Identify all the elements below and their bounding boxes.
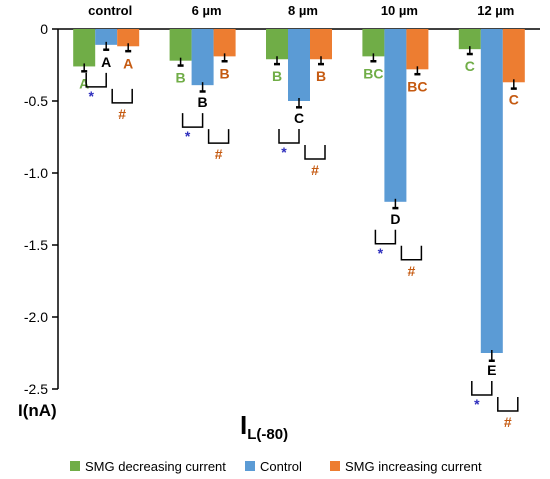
comparison-bracket bbox=[304, 145, 326, 160]
y-tick-label: -1.5 bbox=[24, 237, 48, 253]
y-tick-label: 0 bbox=[40, 21, 48, 37]
legend-swatch bbox=[330, 461, 340, 471]
bar bbox=[288, 29, 310, 101]
significance-letter: E bbox=[487, 362, 496, 378]
current-annotation-main: I bbox=[240, 410, 247, 440]
significance-letter: A bbox=[101, 54, 111, 70]
current-annotation-sub: L(-80) bbox=[247, 426, 288, 443]
bar bbox=[266, 29, 288, 60]
significance-letter: C bbox=[509, 91, 519, 107]
significance-hash: # bbox=[311, 162, 319, 178]
significance-hash: # bbox=[215, 146, 223, 162]
bar bbox=[480, 29, 503, 353]
comparison-bracket bbox=[400, 245, 423, 261]
legend-swatch bbox=[245, 461, 255, 471]
comparison-bracket bbox=[85, 72, 107, 88]
significance-letter: C bbox=[294, 110, 304, 126]
bar bbox=[384, 29, 407, 202]
bar bbox=[95, 29, 118, 45]
comparison-bracket bbox=[374, 229, 397, 245]
significance-hash: # bbox=[408, 263, 416, 279]
category-label: 8 µm bbox=[288, 3, 318, 18]
significance-star: * bbox=[88, 88, 94, 104]
comparison-bracket bbox=[497, 397, 519, 412]
significance-hash: # bbox=[118, 106, 126, 122]
y-tick-label: -1.0 bbox=[24, 165, 48, 181]
significance-letter: BC bbox=[363, 65, 383, 81]
significance-letter: C bbox=[465, 58, 475, 74]
significance-letter: A bbox=[79, 75, 89, 91]
significance-letter: B bbox=[176, 70, 186, 86]
comparison-bracket bbox=[471, 381, 493, 396]
bars bbox=[73, 29, 525, 363]
bar bbox=[169, 29, 192, 61]
bar bbox=[362, 29, 385, 57]
comparison-bracket bbox=[111, 88, 133, 104]
significance-letter: A bbox=[123, 55, 133, 71]
significance-letter: B bbox=[198, 94, 208, 110]
bar bbox=[406, 29, 429, 70]
y-tick-label: -0.5 bbox=[24, 93, 48, 109]
legend-label: SMG decreasing current bbox=[85, 459, 226, 474]
legend-label: SMG increasing current bbox=[345, 459, 482, 474]
bar bbox=[117, 29, 140, 47]
significance-letter: B bbox=[272, 68, 282, 84]
category-label: 6 µm bbox=[192, 3, 222, 18]
significance-letter: D bbox=[390, 211, 400, 227]
bar bbox=[310, 29, 332, 60]
bar bbox=[458, 29, 481, 50]
bar bbox=[73, 29, 96, 67]
significance-letter: B bbox=[316, 68, 326, 84]
significance-hash: # bbox=[504, 414, 512, 430]
legend-label: Control bbox=[260, 459, 302, 474]
y-tick-label: -2.5 bbox=[24, 381, 48, 397]
significance-letter: B bbox=[220, 65, 230, 81]
y-axis-title: I(nA) bbox=[18, 401, 57, 420]
legend: SMG decreasing current Control SMG increas… bbox=[70, 459, 482, 474]
bar bbox=[191, 29, 214, 86]
significance-star: * bbox=[185, 128, 191, 144]
significance-star: * bbox=[378, 245, 384, 261]
bar bbox=[213, 29, 236, 57]
category-label: control bbox=[88, 3, 132, 18]
comparison-bracket bbox=[207, 129, 230, 144]
significance-star: * bbox=[474, 396, 480, 412]
legend-swatch bbox=[70, 461, 80, 471]
bar bbox=[502, 29, 525, 83]
y-tick-label: -2.0 bbox=[24, 309, 48, 325]
category-label: 10 µm bbox=[381, 3, 418, 18]
significance-letter: BC bbox=[407, 78, 427, 94]
current-annotation: IL(-80) bbox=[240, 410, 288, 443]
category-label: 12 µm bbox=[477, 3, 514, 18]
significance-star: * bbox=[281, 144, 287, 160]
comparison-bracket bbox=[181, 113, 204, 128]
comparison-bracket bbox=[278, 129, 300, 144]
